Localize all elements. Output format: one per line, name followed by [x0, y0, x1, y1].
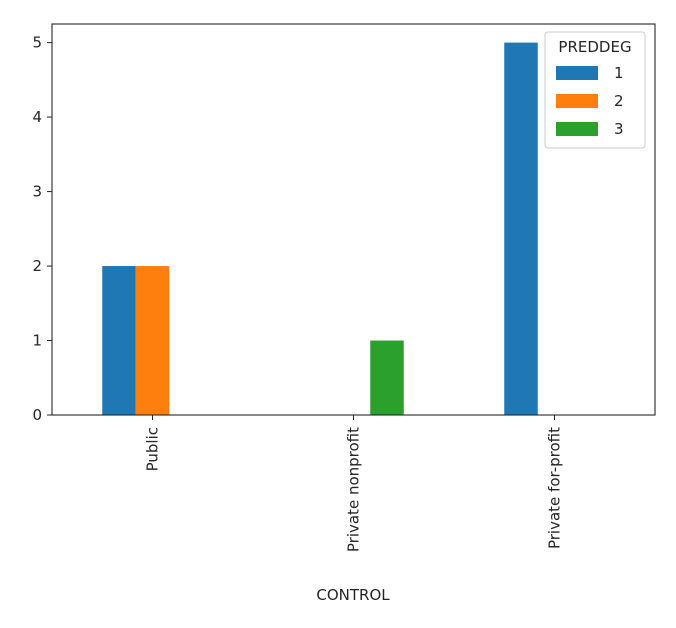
x-axis: Public Private nonprofit Private for-profi… [144, 415, 564, 552]
bars-layer [102, 42, 538, 415]
x-tick-label: Public [144, 427, 162, 471]
y-tick-label: 1 [32, 332, 42, 350]
x-axis-title: CONTROL [316, 586, 390, 604]
y-axis: 0 1 2 3 4 5 [32, 34, 52, 424]
bar-1-0 [102, 266, 136, 415]
y-tick-label: 5 [32, 34, 42, 52]
bar-1-2 [504, 42, 538, 415]
legend-label-3: 3 [614, 120, 624, 138]
legend-swatch-2 [556, 94, 598, 108]
y-tick-label: 3 [32, 183, 42, 201]
x-tick-label: Private for-profit [546, 427, 564, 549]
legend: PREDDEG 1 2 3 [544, 31, 646, 149]
bar-2-0 [135, 266, 170, 415]
y-tick-label: 0 [32, 406, 42, 424]
y-tick-label: 4 [32, 108, 42, 126]
legend-label-1: 1 [614, 64, 624, 82]
legend-box [544, 31, 646, 149]
x-tick-label: Private nonprofit [345, 427, 363, 552]
legend-label-2: 2 [614, 92, 624, 110]
y-tick-label: 2 [32, 257, 42, 275]
legend-title: PREDDEG [558, 38, 631, 56]
legend-swatch-1 [556, 66, 598, 80]
legend-swatch-3 [556, 122, 598, 136]
legend-items: 1 2 3 [556, 64, 624, 138]
bar-3-1 [370, 340, 404, 415]
